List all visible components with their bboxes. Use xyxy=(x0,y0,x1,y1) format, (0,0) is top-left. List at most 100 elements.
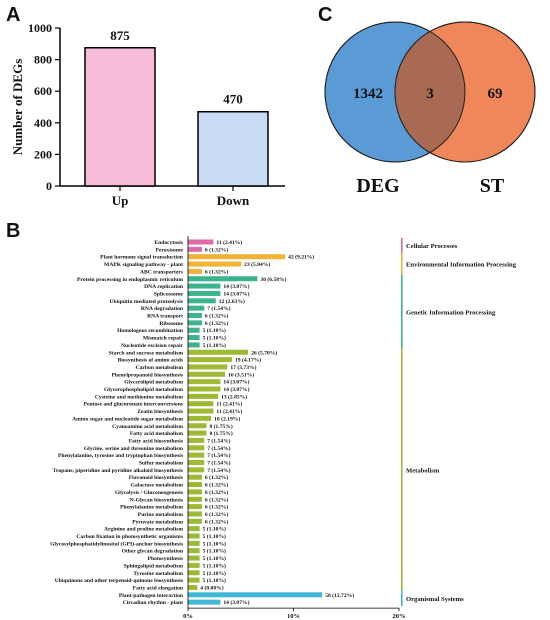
pathway-label: Fatty acid biosynthesis xyxy=(129,438,184,444)
x-tick-label: Down xyxy=(217,193,250,208)
pathway-label: Sphingolipid metabolism xyxy=(123,563,183,569)
pathway-bar xyxy=(188,526,200,532)
pathway-label: N-Glycan biosynthesis xyxy=(130,497,184,503)
bar-value-label: 5 (1.10%) xyxy=(203,577,226,584)
pathway-label: Sulfur metabolism xyxy=(139,461,184,467)
bar-value-label: 5 (1.10%) xyxy=(203,540,226,547)
pathway-bar xyxy=(188,562,200,568)
venn-set-label-st: ST xyxy=(480,175,505,197)
pathway-bar xyxy=(188,599,221,605)
bar-value-label: 6 (1.32%) xyxy=(205,482,228,489)
pathway-bar xyxy=(188,548,200,554)
bar-value-label: 5 (1.10%) xyxy=(203,526,226,533)
category-bracket xyxy=(401,252,403,276)
pathway-bar xyxy=(188,408,214,414)
pathway-bar xyxy=(188,533,200,539)
venn-outline-st xyxy=(394,21,536,163)
pathway-bar xyxy=(188,489,202,495)
bar-value-label: 14 (3.07%) xyxy=(223,386,249,393)
pathway-bar xyxy=(188,283,221,289)
pathway-bar xyxy=(188,335,200,341)
pathway-label: Photosynthesis xyxy=(148,556,184,562)
pathway-label: Phenylpropanoid biosynthesis xyxy=(111,372,183,378)
pathway-label: Ribosome xyxy=(159,321,183,327)
bar-value-label: 6 (1.32%) xyxy=(205,496,228,503)
pathway-label: Mismatch repair xyxy=(143,336,184,342)
y-tick-label: 1000 xyxy=(28,21,52,35)
bar-value-label: 11 (2.41%) xyxy=(216,401,242,408)
pathway-label: Homologous recombination xyxy=(117,328,184,334)
category-label: Cellular Processes xyxy=(406,243,458,250)
bar-value-label: 6 (1.32%) xyxy=(205,511,228,518)
bar-value-label: 14 (3.07%) xyxy=(223,379,249,386)
pathway-bar xyxy=(188,423,207,429)
pathway-bar xyxy=(188,504,202,510)
bar-value-label: 6 (1.32%) xyxy=(205,268,228,275)
y-tick-label: 200 xyxy=(34,147,52,161)
pathway-label: Nucleotide excision repair xyxy=(121,343,184,349)
panel-letter-a: A xyxy=(6,4,21,26)
pathway-bar xyxy=(188,445,205,451)
bar-value-label: 30 (6.58%) xyxy=(260,276,286,283)
pathway-bar xyxy=(188,467,205,473)
bar-value-label: 5 (1.10%) xyxy=(203,327,226,334)
category-label: Environmental Information Processing xyxy=(406,262,517,269)
pathway-bar xyxy=(188,276,258,282)
bar-value-label: 6 (1.32%) xyxy=(205,504,228,511)
pathway-label: Purine metabolism xyxy=(138,512,184,518)
pathway-label: Flavonoid biosynthesis xyxy=(129,475,184,481)
pathway-bar xyxy=(188,511,202,517)
x-tick-label: 20% xyxy=(393,613,406,620)
bar-value-label: 7 (1.54%) xyxy=(207,445,230,452)
bar-value-label: 7 (1.54%) xyxy=(207,437,230,444)
pathway-bar xyxy=(188,364,228,370)
pathway-label: Fatty acid elongation xyxy=(133,585,184,591)
bar-value-label: 5 (1.10%) xyxy=(203,335,226,342)
pathway-bar xyxy=(188,254,286,260)
data-label: 875 xyxy=(110,28,130,43)
venn-overlap xyxy=(395,22,465,162)
bar-value-label: 5 (1.10%) xyxy=(203,342,226,349)
pathway-bar xyxy=(188,592,323,598)
category-bracket xyxy=(401,238,403,254)
pathway-bar xyxy=(188,452,205,458)
pathway-label: RNA degradation xyxy=(141,306,184,312)
pathway-label: Glycerophospholipid metabolism xyxy=(104,387,183,393)
pathway-bar xyxy=(188,320,202,326)
pathway-label: ABC transporters xyxy=(140,269,184,275)
bar-value-label: 11 (2.41%) xyxy=(216,239,242,246)
pathway-bar xyxy=(188,246,202,252)
panel-letter-c: C xyxy=(318,4,333,26)
pathway-label: Tropane, piperidine and pyridine alkaloi… xyxy=(53,468,184,474)
pathway-bar xyxy=(188,327,200,333)
bar-value-label: 7 (1.54%) xyxy=(207,467,230,474)
pathway-bar xyxy=(188,357,232,363)
pathway-bar xyxy=(188,437,205,443)
pathway-label: Phenylalanine metabolism xyxy=(120,505,183,511)
category-bracket xyxy=(401,590,403,607)
x-tick-label: 10% xyxy=(287,613,300,620)
pathway-label: Protein processing in endoplasmic reticu… xyxy=(77,277,183,283)
y-tick-label: 0 xyxy=(46,179,52,193)
pathway-label: RNA transport xyxy=(147,314,183,320)
bar-value-label: 14 (3.07%) xyxy=(223,283,249,290)
pathway-label: Amino sugar and nucleotide sugar metabol… xyxy=(72,416,183,422)
bar-value-label: 4 (0.88%) xyxy=(200,584,223,591)
bar-value-label: 11 (2.41%) xyxy=(216,408,242,415)
bar-value-label: 16 (3.51%) xyxy=(228,371,254,378)
pathway-bar xyxy=(188,555,200,561)
pathway-bar xyxy=(188,518,202,524)
pathway-label: Glycosylphosphatidylinositol (GPI)-ancho… xyxy=(50,540,184,547)
pathway-bar xyxy=(188,474,202,480)
category-label: Metabolism xyxy=(406,467,440,474)
bar-down xyxy=(197,110,269,187)
category-label: Genetic Information Processing xyxy=(406,309,496,316)
pathway-label: Biosynthesis of amino acids xyxy=(118,358,184,364)
pathway-label: Galactose metabolism xyxy=(131,483,184,489)
pathway-bar xyxy=(188,349,249,355)
pathway-bar xyxy=(188,415,212,421)
category-label: Organismal Systems xyxy=(406,596,464,603)
bar-value-label: 5 (1.10%) xyxy=(203,533,226,540)
pathway-bar xyxy=(188,261,242,267)
pathway-label: Glycolysis / Gluconeogenesis xyxy=(115,490,184,496)
